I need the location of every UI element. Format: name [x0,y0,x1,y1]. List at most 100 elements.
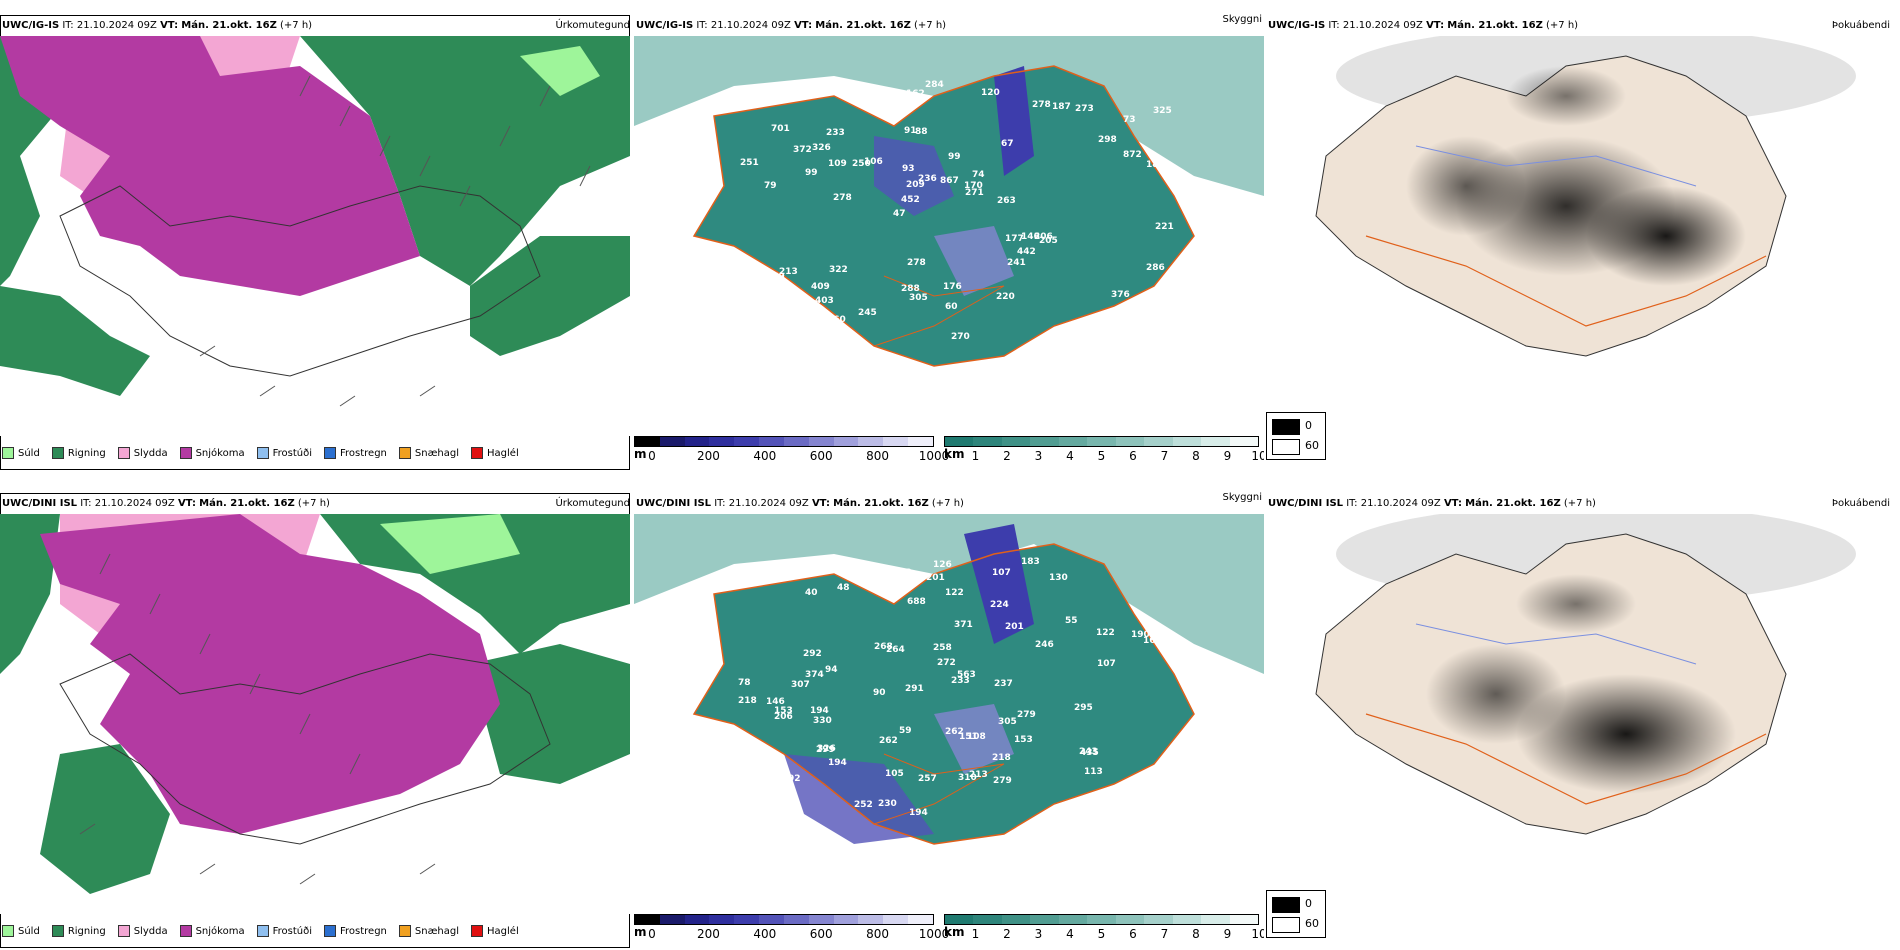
legend-item: Frostregn [324,447,387,459]
model-name: UWC/DINI ISL [1268,498,1344,509]
visibility-value-label: 292 [803,649,822,659]
legend-item: Súld [2,447,40,459]
visibility-value-label: 176 [943,282,962,292]
vt-label: VT: [1443,498,1462,509]
colorbar-segment [1144,437,1173,446]
legend-swatch [398,447,411,459]
visibility-value-label: 435 [1080,748,1099,758]
visibility-value-label: 126 [933,560,952,570]
visibility-value-label: 163 [1143,636,1162,646]
visibility-value-label: 271 [965,188,984,198]
legend-label: Frostúði [272,925,312,937]
visibility-value-label: 378 [764,300,783,310]
colorbar-segment [1115,915,1145,924]
panel-title: Þokuábendi [1831,498,1890,509]
colorbar-segment [883,915,909,924]
colorbar-tick-label: 3 [1034,449,1043,463]
visibility-value-labels: 92 130 48 55 151 94 330 326 122 246 146 126 153 233 19… [738,557,1162,818]
it-label: IT: [62,20,74,31]
legend-item: Snjókoma [179,925,245,937]
legend-swatch [471,447,484,459]
legend-item: Frostregn [324,925,387,937]
colorbar-segment [1087,915,1116,924]
legend-label: Súld [18,447,40,459]
fog-scale-white [1272,439,1300,455]
colorbar-tick-label: 7 [1160,449,1169,463]
it-label: IT: [80,498,92,509]
colorbar-segment [635,915,660,924]
visibility-value-label: 48 [837,583,850,593]
visibility-value-label: 230 [878,799,897,809]
panel-title-bar: UWC/IG-IS IT: 21.10.2024 09Z VT: Mán. 21… [634,14,1264,36]
run-info: UWC/IG-IS IT: 21.10.2024 09Z VT: Mán. 21… [636,16,946,36]
colorbar-tick-label: 4 [1066,927,1074,941]
visibility-value-label: 213 [779,267,798,277]
visibility-value-label: 99 [746,295,759,305]
visibility-colorbar-strip [944,436,1259,447]
panel-title-bar: UWC/IG-IS IT: 21.10.2024 09Z VT: Mán. 21… [1266,16,1900,36]
visibility-value-label: 99 [805,168,818,178]
visibility-value-label: 452 [901,195,920,205]
visibility-value-label: 233 [951,676,970,686]
colorbar-segment [1229,915,1258,924]
colorbar-segment [734,437,760,446]
height-colorbar-ticks: 0 200 400 600 800 1000 [634,447,949,463]
legend-item: Frostúði [256,925,312,937]
colorbar-segment [709,915,735,924]
height-colorbar: 0 200 400 600 800 1000 m [634,914,949,944]
colorbar-tick-label: 800 [866,927,890,941]
visibility-value-label: 298 [1098,135,1117,145]
height-colorbar: 0 200 400 600 800 1000 m [634,436,949,466]
legend-item: Snæhagl [398,925,459,937]
colorbar-tick-label: 5 [1097,449,1106,463]
model-name: UWC/DINI ISL [636,498,712,509]
visibility-value-label: 305 [909,293,928,303]
model-name: UWC/IG-IS [2,20,60,31]
visibility-value-label: 233 [826,128,845,138]
panel-title: Úrkomutegund [555,498,630,509]
legend-label: Haglél [487,447,519,459]
colorbar-tick-label: 800 [866,449,890,463]
legend-label: Slydda [133,925,168,937]
visibility-value-label: 88 [915,127,928,137]
forecast-row-1: UWC/IG-IS IT: 21.10.2024 09Z VT: Mán. 21… [0,0,1900,472]
colorbar-tick-label: 400 [753,449,777,463]
visibility-value-label: 206 [1034,232,1053,242]
visibility-value-label: 67 [1001,139,1014,149]
colorbar-tick-label: 2 [1003,449,1011,463]
legend-label: Snjókoma [195,447,245,459]
colorbar-segment [1030,915,1059,924]
legend-item: Slydda [117,447,168,459]
visibility-value-label: 194 [828,758,847,768]
visibility-value-label: 60 [945,302,958,312]
run-info: UWC/IG-IS IT: 21.10.2024 09Z VT: Mán. 21… [1268,16,1578,36]
visibility-value-label: 59 [899,726,912,736]
legend-swatch [51,447,64,459]
legend-label: Frostregn [340,925,387,937]
legend-swatch [179,447,192,459]
colorbar-segment [973,437,1002,446]
colorbar-tick-label: 6 [1129,927,1137,941]
visibility-colorbar: 1 2 3 4 5 6 7 8 9 10 km [944,914,1264,944]
visibility-value-label: 251 [1082,318,1101,328]
legend-item: Rigning [51,925,106,937]
visibility-value-label: 177 [1005,234,1024,244]
colorbar-segment [1201,437,1230,446]
height-unit: m [634,447,647,461]
legend-swatch [117,447,130,459]
legend-label: Snæhagl [414,447,460,459]
visibility-unit: km [944,447,965,461]
legend-swatch [324,447,336,459]
visibility-value-label: 91 [904,126,917,136]
colorbar-segment [1172,437,1202,446]
visibility-value-label: 295 [1074,703,1093,713]
valid-time: Mán. 21.okt. 16Z [1465,498,1561,509]
colorbar-tick-label: 4 [1066,449,1074,463]
visibility-value-label: 130 [1049,573,1068,583]
legend-swatch [256,447,269,459]
legend-swatch [398,925,411,937]
colorbar-segment [973,915,1002,924]
legend-item: Snjókoma [179,447,245,459]
visibility-value-label: 272 [937,658,956,668]
visibility-value-label: 376 [1111,290,1130,300]
